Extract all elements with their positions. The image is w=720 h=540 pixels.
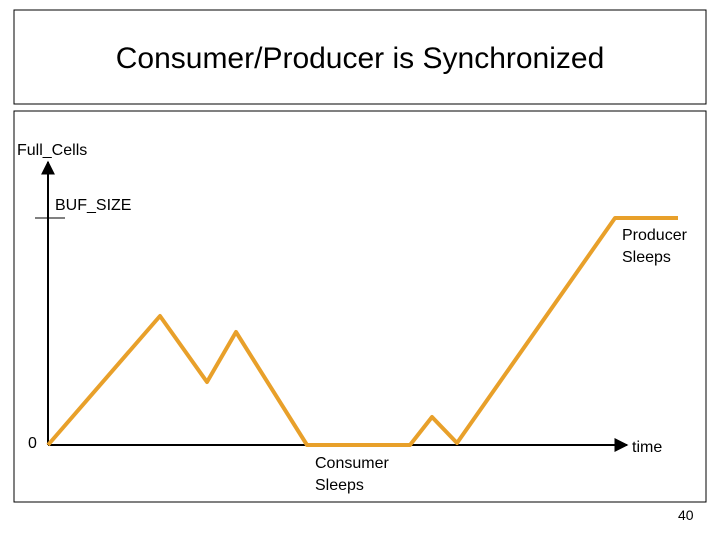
producer-note: Producer	[622, 227, 688, 244]
diagram-box	[13, 110, 707, 503]
buf-size-label: BUF_SIZE	[55, 197, 131, 214]
consumer-note: Sleeps	[315, 477, 364, 494]
title: Consumer/Producer is Synchronized	[116, 42, 605, 75]
y-axis-label: Full_Cells	[17, 142, 87, 159]
page-number: 40	[678, 507, 694, 523]
x-axis-label: time	[632, 439, 662, 456]
producer-note: Sleeps	[622, 249, 671, 266]
origin-label: 0	[28, 435, 37, 452]
title-box	[13, 9, 707, 105]
consumer-note: Consumer	[315, 455, 389, 472]
fill-level-line	[46, 216, 678, 447]
